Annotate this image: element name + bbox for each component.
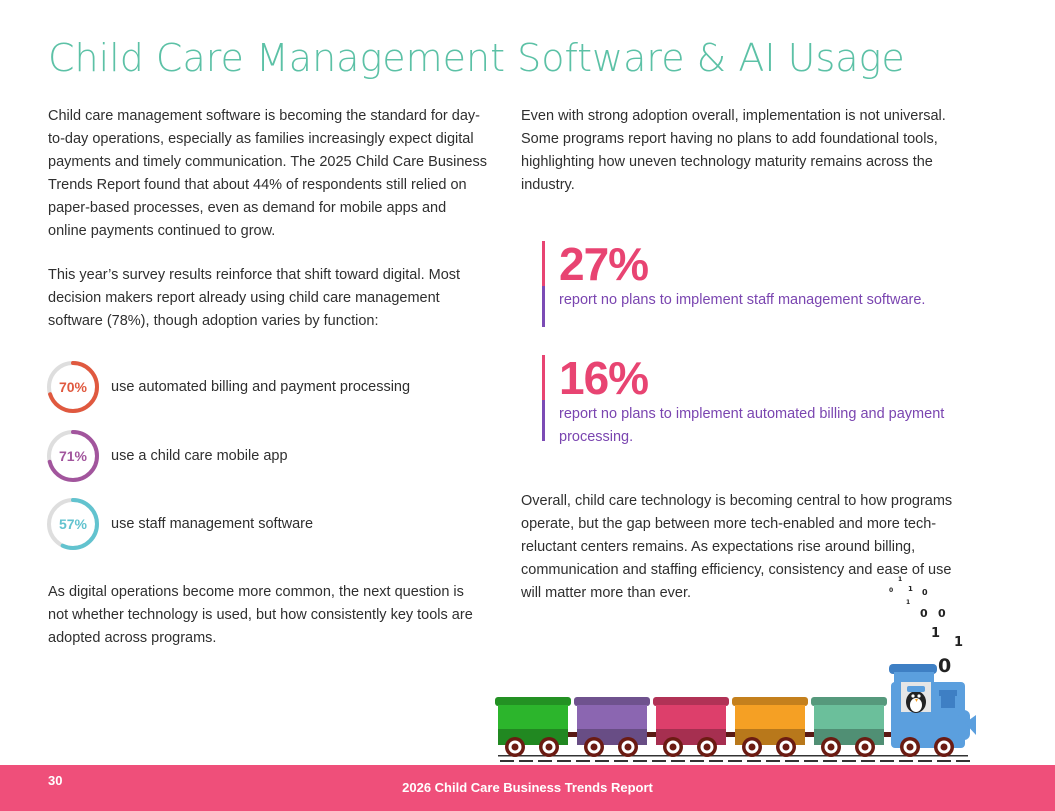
train-wheel bbox=[855, 737, 875, 757]
stat-number: 27% bbox=[559, 238, 649, 290]
binary-digit: 1 bbox=[898, 576, 902, 583]
stat-text: report no plans to implement automated b… bbox=[559, 406, 945, 445]
train-wheel bbox=[697, 737, 717, 757]
ring-label: use automated billing and payment proces… bbox=[111, 379, 411, 395]
progress-ring: 70% bbox=[46, 360, 100, 414]
stat-block-billing: 16% report no plans to implement automat… bbox=[542, 352, 959, 445]
stat-block-staff: 27% report no plans to implement staff m… bbox=[542, 241, 959, 327]
page-title: Child Care Management Software & AI Usag… bbox=[48, 36, 905, 80]
closing-left-paragraph: As digital operations become more common… bbox=[48, 584, 473, 646]
ring-chart bbox=[47, 430, 99, 482]
binary-digit: 0 bbox=[889, 587, 893, 594]
stat-number: 16% bbox=[559, 352, 649, 404]
binary-digit: 0 bbox=[922, 588, 928, 597]
train-illustration: 0 1 0 1 1 0 0 1 1 0 bbox=[495, 576, 976, 762]
binary-digit: 1 bbox=[931, 626, 940, 641]
binary-digit: 1 bbox=[906, 599, 910, 606]
train-wheel bbox=[663, 737, 683, 757]
binary-digit: 1 bbox=[954, 635, 963, 650]
ring-label: use staff management software bbox=[111, 516, 314, 532]
stat-accent-bar bbox=[542, 286, 545, 327]
progress-ring: 57% bbox=[46, 497, 100, 551]
train-wheel bbox=[618, 737, 638, 757]
train-car bbox=[811, 697, 887, 745]
intro-paragraph: Child care management software is becomi… bbox=[48, 108, 487, 239]
train-wheel bbox=[934, 737, 954, 757]
footer-bar: 30 2026 Child Care Business Trends Repor… bbox=[0, 765, 1055, 811]
train-wheel bbox=[821, 737, 841, 757]
adoption-paragraph: Even with strong adoption overall, imple… bbox=[521, 108, 946, 193]
ring-percent: 70% bbox=[58, 379, 88, 395]
train-car bbox=[574, 697, 650, 745]
stat-text: report no plans to implement staff manag… bbox=[559, 292, 926, 308]
train-car bbox=[732, 697, 808, 745]
train-wheel bbox=[742, 737, 762, 757]
ring-row-staff: 57% use staff management software bbox=[46, 497, 313, 551]
conclusion-paragraph: Overall, child care technology is becomi… bbox=[521, 493, 953, 601]
ring-chart bbox=[47, 361, 99, 413]
binary-digit: 1 bbox=[908, 585, 913, 593]
binary-digit: 0 bbox=[938, 607, 946, 620]
ring-chart bbox=[47, 498, 99, 550]
footer-report-title: 2026 Child Care Business Trends Report bbox=[402, 780, 653, 795]
binary-digit: 0 bbox=[920, 607, 928, 620]
train-wheel bbox=[900, 737, 920, 757]
train-wheel bbox=[584, 737, 604, 757]
ring-percent: 57% bbox=[58, 516, 88, 532]
train-wheel bbox=[776, 737, 796, 757]
ring-row-billing: 70% use automated billing and payment pr… bbox=[46, 360, 410, 414]
ring-percent: 71% bbox=[58, 448, 88, 464]
train-car bbox=[653, 697, 729, 745]
train-wheel bbox=[539, 737, 559, 757]
train-car bbox=[495, 697, 571, 745]
stat-accent-bar bbox=[542, 400, 545, 441]
binary-digit: 0 bbox=[938, 655, 951, 677]
train-engine bbox=[889, 664, 976, 748]
train-wheel bbox=[505, 737, 525, 757]
page-number: 30 bbox=[48, 773, 63, 788]
survey-paragraph: This year’s survey results reinforce tha… bbox=[48, 267, 461, 329]
ring-row-mobile-app: 71% use a child care mobile app bbox=[46, 429, 288, 483]
progress-ring: 71% bbox=[46, 429, 100, 483]
ring-label: use a child care mobile app bbox=[111, 448, 288, 464]
